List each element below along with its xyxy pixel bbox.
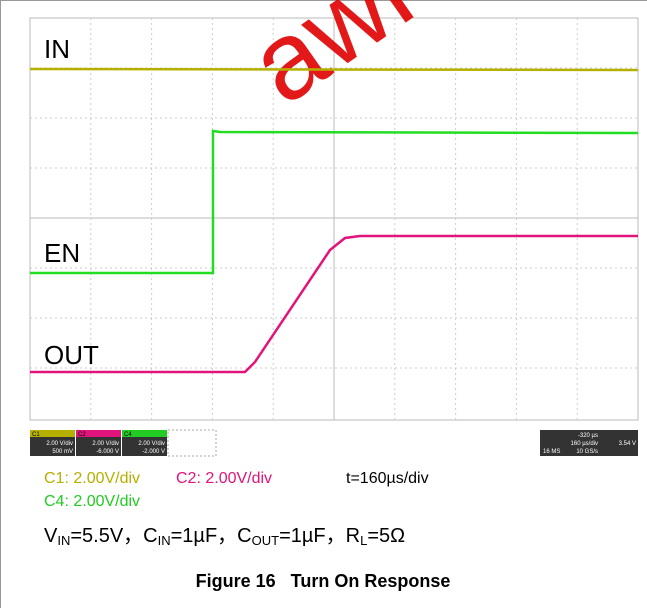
conditions: VIN=5.5V，CIN=1µF，COUT=1µF，RL=5Ω (44, 525, 405, 548)
timebase-delay: -320 µs (578, 433, 598, 439)
trigger-level: 3.54 V (619, 441, 636, 447)
legend-c2: C2: 2.00V/div (176, 470, 272, 487)
legend-time: t=160µs/div (346, 470, 429, 487)
cond-sub: IN (158, 533, 171, 548)
timebase-rate: 10 GS/s (576, 449, 598, 455)
timebase-scale: 160 µs/div (571, 441, 598, 447)
channel-scale: 2.00 V/div (138, 441, 165, 447)
channel-offset: -2.000 V (142, 449, 165, 455)
cond-rest: =1µF， (279, 525, 346, 547)
page: awi IN EN OUT C12.00 V/div500 mVC22.00 V… (0, 0, 647, 608)
cond-main: C (143, 525, 157, 547)
channel-scale: 2.00 V/div (46, 441, 73, 447)
trace-label: EN (44, 238, 80, 268)
channel-name: C2 (78, 432, 86, 438)
channel-name: C4 (124, 432, 132, 438)
cond-sub: OUT (252, 533, 280, 548)
cond-sub: IN (57, 533, 70, 548)
channel-name: C1 (32, 432, 40, 438)
trace-c1 (30, 69, 638, 70)
timebase-samples: 16 MS (543, 449, 560, 455)
cond-main: R (346, 525, 360, 547)
legend-c1: C1: 2.00V/div (44, 470, 140, 487)
channel-offset: 500 mV (52, 449, 73, 455)
caption: Figure 16 Turn On Response (196, 571, 451, 591)
empty-slot (168, 430, 216, 456)
cond-main: C (237, 525, 251, 547)
trace-label: OUT (44, 340, 99, 370)
cond-main: V (44, 525, 58, 547)
channel-offset: -6.000 V (96, 449, 119, 455)
figure: awi IN EN OUT C12.00 V/div500 mVC22.00 V… (0, 0, 647, 608)
cond-rest: =5.5V， (70, 525, 143, 547)
cond-sub: L (360, 533, 367, 548)
cond-rest: =1µF， (171, 525, 238, 547)
scope-info: C1 2.00 V/div 500 mV C2 2.00 V/div -6.000 V C4… (30, 430, 638, 456)
legend-c4: C4: 2.00V/div (44, 493, 140, 510)
channel-scale: 2.00 V/div (92, 441, 119, 447)
trace-label: IN (44, 34, 70, 64)
cond-rest: =5Ω (367, 525, 405, 547)
